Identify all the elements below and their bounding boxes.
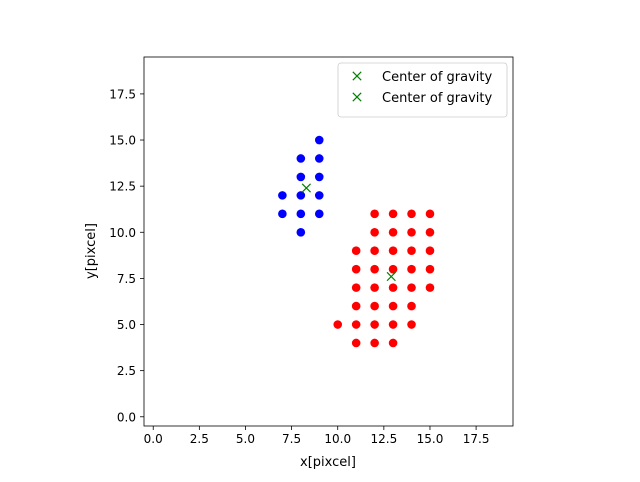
scatter-point [296, 227, 306, 237]
scatter-point [425, 264, 435, 274]
y-axis-ticks: 0.0 2.5 5.0 7.5 10.0 12.5 15.0 17.5 [109, 87, 144, 424]
scatter-point [351, 283, 361, 292]
y-tick-label: 0.0 [117, 410, 136, 424]
scatter-point [370, 246, 379, 256]
scatter-point [278, 209, 287, 219]
y-tick-label: 15.0 [109, 134, 136, 148]
scatter-point [314, 191, 324, 200]
legend-entry-label: Center of gravity [382, 70, 493, 85]
y-tick-label: 5.0 [117, 318, 136, 332]
legend-box [337, 62, 508, 118]
x-axis-ticks: 0.0 2.5 5.0 7.5 10.0 12.5 15.0 17.5 [144, 426, 490, 446]
scatter-point [407, 246, 416, 256]
y-tick-label: 12.5 [109, 180, 136, 194]
x-tick-label: 17.5 [463, 432, 490, 446]
scatter-point [296, 209, 306, 219]
scatter-point [370, 320, 379, 329]
scatter-point [388, 301, 398, 311]
y-axis-label: y[pixcel] [84, 223, 99, 279]
scatter-point [314, 209, 324, 219]
scatter-point [407, 283, 416, 292]
scatter-point [407, 209, 416, 219]
x-axis-label: x[pixcel] [300, 455, 356, 470]
x-tick-label: 10.0 [324, 432, 351, 446]
y-tick-label: 17.5 [109, 87, 136, 101]
legend-marker-icon [352, 92, 362, 102]
scatter-point [425, 246, 435, 256]
x-tick-label: 0.0 [144, 432, 163, 446]
x-tick-label: 5.0 [236, 432, 255, 446]
x-tick-label: 7.5 [282, 432, 301, 446]
scatter-point [388, 264, 398, 274]
scatter-point [351, 264, 361, 274]
scatter-point [370, 264, 379, 274]
x-tick-label: 2.5 [190, 432, 209, 446]
scatter-point [370, 338, 379, 348]
scatter-point [407, 227, 416, 237]
scatter-point [296, 154, 306, 163]
scatter-point [407, 320, 416, 329]
scatter-point [388, 338, 398, 348]
y-tick-label: 10.0 [109, 226, 136, 240]
scatter-point [425, 209, 435, 219]
x-tick-label: 15.0 [417, 432, 444, 446]
legend-marker-icon [352, 71, 362, 81]
scatter-point [333, 320, 343, 329]
legend-entry-label: Center of gravity [382, 91, 493, 106]
scatter-point [314, 154, 324, 163]
legend: Center of gravity Center of gravity [337, 62, 508, 118]
x-tick-label: 12.5 [370, 432, 397, 446]
scatter-point [351, 301, 361, 311]
scatter-point [388, 283, 398, 292]
scatter-point [370, 227, 379, 237]
y-tick-label: 2.5 [117, 364, 136, 378]
scatter-point [314, 135, 324, 145]
scatter-point [351, 338, 361, 348]
scatter-point [370, 209, 379, 219]
scatter-point [388, 209, 398, 219]
scatter-point [388, 246, 398, 256]
scatter-point [425, 227, 435, 237]
scatter-point [370, 283, 379, 292]
frame-annotation: frame=45 Yth=700 xc=780 yc=792 [153, 405, 398, 420]
scatter-point [425, 283, 435, 292]
scatter-point [407, 301, 416, 311]
center-of-gravity-marker [386, 271, 396, 282]
scatter-point [278, 191, 287, 200]
scatter-point [388, 320, 398, 329]
scatter-point [407, 264, 416, 274]
scatter-point [296, 191, 306, 200]
scatter-point [351, 246, 361, 256]
scatter-point [314, 172, 324, 182]
center-of-gravity-marker [301, 183, 311, 193]
plot-marks [278, 135, 435, 348]
y-tick-label: 7.5 [117, 272, 136, 286]
scatter-point [370, 301, 379, 311]
scatter-point [388, 227, 398, 237]
scatter-point [351, 320, 361, 329]
scatter-point [296, 172, 306, 182]
axes-frame [143, 56, 514, 427]
